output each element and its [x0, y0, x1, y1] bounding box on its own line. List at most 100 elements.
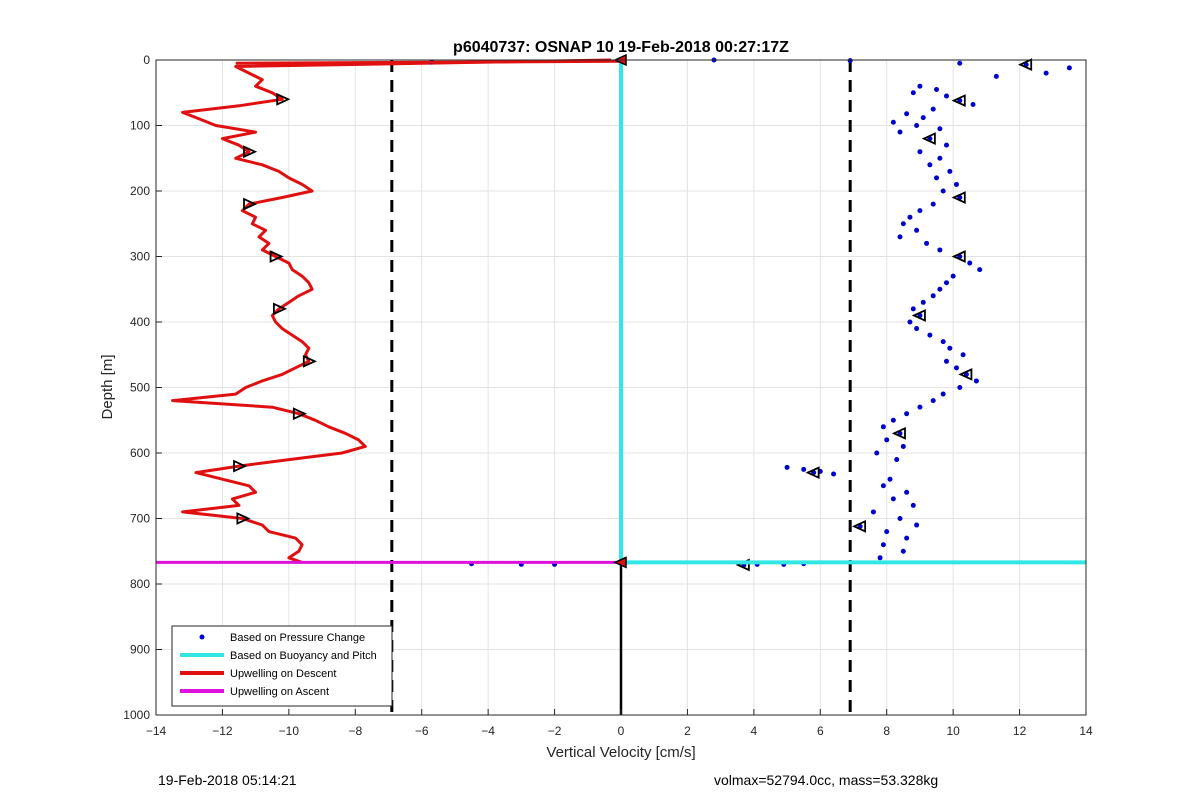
- pressure-change-point: [870, 509, 876, 515]
- pressure-change-point: [944, 280, 949, 286]
- x-tick-label: −8: [348, 724, 362, 738]
- pressure-direction-marker: [891, 426, 906, 440]
- pressure-change-point: [934, 175, 940, 181]
- pressure-change-point: [957, 385, 963, 390]
- y-tick-label: 600: [130, 446, 150, 460]
- y-axis-label: Depth [m]: [99, 354, 116, 419]
- descent-direction-marker: [272, 302, 288, 316]
- pressure-change-point: [973, 378, 979, 384]
- x-axis-ticks: −14 −12 −10 −8 −6 −4 −2 0 2 4 6 8 10 12 14: [146, 709, 1093, 738]
- pressure-change-point: [900, 548, 906, 554]
- pressure-direction-marker: [851, 519, 867, 533]
- pressure-change-point: [1043, 70, 1049, 76]
- pressure-change-point: [910, 90, 916, 96]
- pressure-change-point: [920, 299, 926, 305]
- pressure-change-point: [944, 142, 949, 148]
- pressure-change-point: [967, 260, 973, 266]
- x-tick-label: 14: [1079, 724, 1093, 738]
- y-tick-label: 300: [130, 250, 150, 264]
- y-tick-label: 500: [130, 381, 150, 395]
- x-tick-label: −4: [481, 724, 495, 738]
- pressure-change-point: [934, 86, 940, 92]
- pressure-change-point: [940, 188, 946, 194]
- pressure-change-point: [897, 129, 903, 135]
- pressure-change-point: [907, 319, 913, 325]
- descent-direction-marker: [243, 145, 258, 159]
- descent-direction-marker: [233, 459, 248, 473]
- pressure-change-point: [927, 162, 933, 168]
- pressure-direction-marker: [951, 250, 966, 263]
- pressure-change-point: [890, 119, 896, 125]
- descent-direction-marker: [302, 354, 317, 368]
- pressure-change-point: [947, 345, 953, 351]
- pressure-change-point: [960, 352, 966, 358]
- y-tick-label: 700: [130, 512, 150, 526]
- pressure-change-point: [904, 411, 910, 417]
- y-tick-label: 100: [130, 119, 150, 133]
- legend-label: Based on Pressure Change: [230, 632, 365, 644]
- zero-line-marker: [613, 556, 627, 569]
- pressure-change-point: [937, 155, 943, 161]
- pressure-change-point: [900, 443, 906, 449]
- pressure-change-point: [940, 391, 946, 397]
- pressure-change-point: [890, 417, 896, 423]
- pressure-direction-marker: [951, 191, 966, 204]
- pressure-change-point: [937, 126, 943, 132]
- y-tick-label: 0: [143, 53, 150, 67]
- pressure-change-point: [847, 58, 853, 64]
- pressure-change-point: [993, 73, 999, 79]
- pressure-change-point: [917, 149, 923, 155]
- x-tick-label: −12: [212, 724, 233, 738]
- x-tick-label: 4: [751, 724, 758, 738]
- pressure-change-point: [894, 457, 900, 463]
- descent-direction-marker: [292, 407, 307, 421]
- pressure-change-point: [944, 93, 949, 99]
- pressure-change-point: [884, 437, 890, 443]
- pressure-change-point: [880, 542, 886, 548]
- pressure-change-point: [914, 326, 920, 332]
- pressure-direction-marker: [958, 368, 973, 381]
- x-axis-label: Vertical Velocity [cm/s]: [546, 744, 695, 761]
- pressure-change-point: [904, 489, 910, 495]
- pressure-change-point: [910, 306, 916, 312]
- y-tick-label: 400: [130, 315, 150, 329]
- legend-swatch-dots: [199, 634, 205, 640]
- pressure-change-point: [940, 339, 946, 345]
- y-tick-label: 200: [130, 184, 150, 198]
- pressure-change-point: [900, 221, 906, 227]
- pressure-change-point: [914, 123, 920, 128]
- pressure-change-point: [890, 496, 896, 502]
- pressure-direction-marker: [805, 466, 820, 480]
- pressure-change-point: [950, 273, 956, 279]
- descent-direction-marker: [276, 92, 291, 106]
- descent-start-segment: [235, 59, 622, 65]
- footer-info: volmax=52794.0cc, mass=53.328kg: [714, 772, 939, 788]
- x-tick-label: 6: [817, 724, 824, 738]
- descent-direction-marker: [269, 250, 284, 263]
- pressure-change-point: [977, 267, 983, 273]
- pressure-change-point: [937, 247, 943, 253]
- pressure-change-point: [880, 483, 886, 489]
- pressure-change-point: [904, 111, 910, 117]
- pressure-change-point: [957, 60, 963, 66]
- pressure-change-point: [1066, 65, 1072, 71]
- x-tick-label: −6: [415, 724, 429, 738]
- y-axis-ticks: 0 100 200 300 400 500 600 700 800 900 1000: [123, 53, 162, 722]
- pressure-change-point: [884, 529, 890, 535]
- pressure-change-point: [947, 168, 953, 174]
- pressure-change-point: [914, 522, 920, 528]
- legend-label: Upwelling on Ascent: [230, 686, 329, 698]
- pressure-change-point: [953, 181, 959, 187]
- x-tick-label: 0: [618, 724, 625, 738]
- pressure-change-point: [970, 102, 976, 108]
- x-tick-label: 10: [946, 724, 960, 738]
- pressure-change-point: [930, 201, 936, 207]
- x-tick-label: −14: [146, 724, 167, 738]
- pressure-change-point: [914, 227, 920, 233]
- legend-label: Based on Buoyancy and Pitch: [230, 650, 377, 662]
- pressure-change-point: [917, 83, 923, 89]
- pressure-change-point: [831, 471, 837, 477]
- pressure-change-point: [937, 286, 943, 292]
- pressure-change-point: [897, 234, 903, 240]
